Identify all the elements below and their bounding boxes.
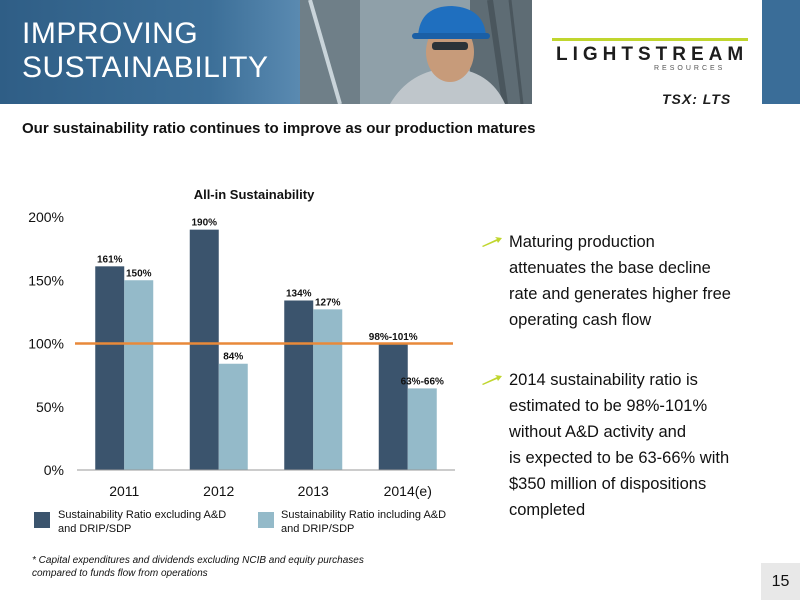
slide-subtitle: Our sustainability ratio continues to im… [22, 120, 536, 137]
page-title-line1: IMPROVING [22, 17, 199, 50]
bar-labels-group: 161%150% 190% 84% 134%127% 98%-101% 63%-66% [97, 218, 444, 388]
x-tick-label: 2014(e) [384, 483, 432, 499]
bar [189, 229, 219, 470]
title-banner: IMPROVING SUSTAINABILITY [0, 0, 300, 104]
logo: LIGHTSTREAM RESOURCES TSX: LTS [532, 0, 762, 107]
legend-swatch-excluding [34, 512, 50, 528]
worker-photo-image [300, 0, 532, 104]
logo-accent-bar [552, 38, 748, 41]
legend-label-including: Sustainability Ratio including A&D and D… [281, 509, 447, 535]
page-title-line2: SUSTAINABILITY [22, 51, 269, 84]
bar [407, 388, 437, 470]
y-tick-label: 0% [44, 462, 64, 478]
x-axis: 2011 2012 2013 2014(e) [109, 483, 432, 499]
logo-subtitle: RESOURCES [654, 65, 726, 72]
legend-swatch-including [258, 512, 274, 528]
bar-data-label: 84% [223, 352, 243, 363]
bar [313, 309, 343, 470]
chart-title: All-in Sustainability [194, 187, 315, 202]
y-tick-label: 200% [28, 209, 64, 225]
bar-data-label: 150% [126, 268, 152, 279]
x-tick-label: 2013 [298, 483, 329, 499]
bullet-text-2: 2014 sustainability ratio is estimated t… [509, 371, 730, 519]
header-accent-strip [762, 0, 800, 104]
bar-data-label: 161% [97, 254, 123, 265]
legend-label-excluding: Sustainability Ratio excluding A&D and D… [58, 509, 227, 535]
header: IMPROVING SUSTAINABILITY LIGHTSTREAM RES [0, 0, 800, 107]
y-tick-label: 50% [36, 399, 64, 415]
bar [378, 344, 408, 470]
bar [284, 300, 314, 470]
bars-group [95, 229, 437, 470]
y-tick-label: 100% [28, 336, 64, 352]
y-axis: 0% 50% 100% 150% 200% [28, 209, 64, 478]
sustainability-chart: All-in Sustainability 0%50%100%150%200% … [28, 187, 455, 499]
page-number-box: 15 [761, 563, 800, 600]
bar-data-label: 190% [191, 218, 217, 229]
bar [218, 363, 248, 470]
ticker-symbol: TSX: LTS [662, 91, 732, 107]
y-tick-label: 150% [28, 272, 64, 288]
bar-data-label: 134% [286, 288, 312, 299]
page-title: IMPROVING SUSTAINABILITY [22, 17, 269, 85]
bar [124, 280, 154, 470]
footnote: * Capital expenditures and dividends exc… [32, 555, 364, 579]
arrow-bullet-icon [482, 237, 502, 247]
x-tick-label: 2012 [203, 483, 234, 499]
bar-data-label: 127% [315, 297, 341, 308]
arrow-bullet-icon [482, 375, 502, 385]
page-number: 15 [771, 573, 790, 590]
bullet-text-1: Maturing production attenuates the base … [509, 233, 731, 329]
worker-photo [300, 0, 532, 104]
bar-data-label: 63%-66% [401, 376, 444, 387]
logo-name: LIGHTSTREAM [556, 44, 749, 65]
bar-data-label: 98%-101% [369, 332, 418, 343]
x-tick-label: 2011 [109, 483, 139, 499]
bar [95, 266, 125, 470]
